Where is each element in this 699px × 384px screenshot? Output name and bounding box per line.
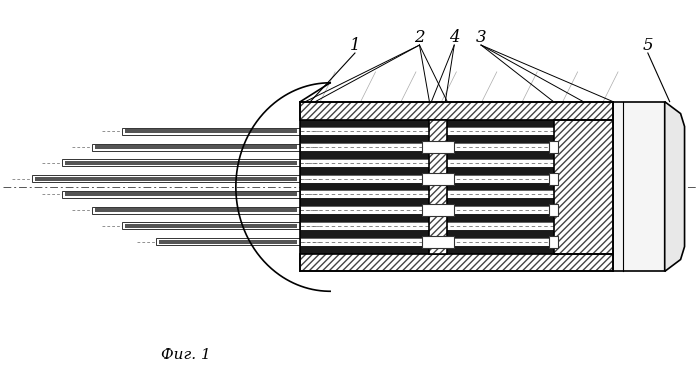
- Bar: [301, 151, 613, 159]
- Bar: [429, 119, 447, 253]
- Bar: [159, 240, 297, 244]
- Text: 2: 2: [415, 29, 425, 46]
- Text: 3: 3: [476, 29, 487, 46]
- Bar: [157, 238, 301, 245]
- Bar: [301, 119, 613, 253]
- Bar: [429, 119, 447, 253]
- Bar: [554, 119, 613, 253]
- Bar: [554, 119, 613, 253]
- Polygon shape: [665, 102, 684, 271]
- Bar: [422, 236, 454, 248]
- Bar: [301, 238, 613, 246]
- Bar: [301, 102, 613, 119]
- Text: Фиг. 1: Фиг. 1: [161, 348, 211, 362]
- Bar: [301, 102, 613, 119]
- Bar: [301, 143, 613, 151]
- Bar: [301, 206, 613, 214]
- Bar: [422, 141, 454, 153]
- Text: 5: 5: [642, 36, 653, 54]
- Bar: [65, 192, 297, 196]
- Bar: [422, 173, 454, 185]
- Bar: [32, 175, 301, 182]
- Bar: [124, 129, 297, 133]
- Bar: [301, 199, 613, 206]
- Bar: [301, 119, 613, 127]
- Bar: [301, 222, 613, 230]
- Bar: [301, 135, 613, 143]
- Bar: [122, 128, 301, 135]
- Bar: [549, 173, 559, 185]
- Text: 4: 4: [449, 29, 459, 46]
- Bar: [65, 161, 297, 165]
- Bar: [549, 236, 559, 248]
- Bar: [301, 253, 613, 271]
- Bar: [301, 246, 613, 253]
- Bar: [92, 144, 301, 151]
- Bar: [301, 253, 613, 271]
- Bar: [301, 159, 613, 167]
- Bar: [301, 127, 613, 135]
- Bar: [301, 183, 613, 190]
- Bar: [301, 230, 613, 238]
- Bar: [301, 102, 613, 119]
- Bar: [429, 119, 447, 253]
- Bar: [62, 191, 301, 198]
- Bar: [554, 119, 613, 253]
- Bar: [301, 253, 613, 271]
- Text: 1: 1: [350, 36, 360, 54]
- Bar: [124, 224, 297, 228]
- Bar: [35, 177, 297, 180]
- Bar: [422, 204, 454, 216]
- Bar: [301, 175, 613, 183]
- Bar: [301, 190, 613, 199]
- Bar: [92, 207, 301, 214]
- Bar: [122, 222, 301, 230]
- Bar: [62, 159, 301, 166]
- Bar: [95, 145, 297, 149]
- Bar: [549, 141, 559, 153]
- Bar: [95, 208, 297, 212]
- Bar: [301, 167, 613, 175]
- Bar: [301, 214, 613, 222]
- Bar: [613, 102, 665, 271]
- Bar: [549, 204, 559, 216]
